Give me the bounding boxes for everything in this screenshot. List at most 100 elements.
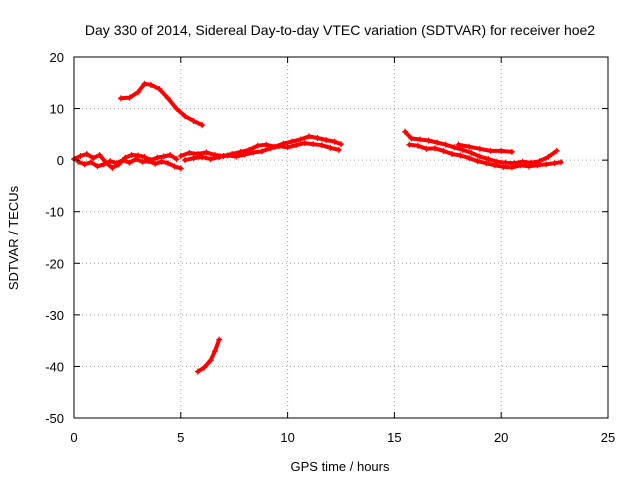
y-tick-label: -20 (45, 256, 64, 271)
data-point (545, 154, 552, 161)
data-point (476, 145, 483, 152)
grid (74, 57, 608, 418)
data-point (100, 161, 107, 168)
series-arc-5 (182, 140, 342, 164)
data-point (525, 163, 532, 170)
data-point (288, 138, 295, 145)
data-point (145, 158, 152, 165)
data-point (126, 159, 133, 166)
data-point (293, 142, 300, 149)
data-point (182, 157, 189, 164)
data-point (141, 80, 148, 87)
x-tick-label: 0 (70, 430, 77, 445)
data-point (297, 136, 304, 143)
data-point (77, 153, 84, 160)
data-point (207, 156, 214, 163)
data-point (476, 153, 483, 160)
data-point (154, 154, 161, 161)
data-point (327, 144, 334, 151)
y-tick-label: -10 (45, 205, 64, 220)
x-tick-label: 15 (387, 430, 401, 445)
data-point (147, 81, 154, 88)
data-point (474, 158, 481, 165)
data-point (331, 138, 338, 145)
data-point (96, 151, 103, 158)
data-point (158, 158, 165, 165)
data-point (406, 141, 413, 148)
data-point (107, 158, 114, 165)
data-point (417, 136, 424, 143)
data-point (254, 142, 261, 149)
data-point (177, 153, 184, 160)
data-point (258, 148, 265, 155)
data-point (211, 347, 218, 354)
data-point (186, 149, 193, 156)
series-arc-9 (455, 141, 515, 155)
data-point (502, 159, 509, 166)
data-point (451, 144, 458, 151)
data-point (459, 146, 466, 153)
data-point (141, 154, 148, 161)
data-point (491, 162, 498, 169)
x-tick-label: 25 (601, 430, 615, 445)
data-point (216, 154, 223, 161)
chart-title: Day 330 of 2014, Sidereal Day-to-day VTE… (85, 22, 595, 38)
data-point (423, 145, 430, 152)
data-point (194, 368, 201, 375)
data-point (139, 158, 146, 165)
series-band (195, 337, 222, 374)
data-point (305, 133, 312, 140)
data-point (402, 128, 409, 135)
data-point (500, 163, 507, 170)
data-point (335, 146, 342, 153)
data-point (128, 151, 135, 158)
data-point (171, 163, 178, 170)
data-point (487, 147, 494, 154)
x-axis-label: GPS time / hours (291, 459, 390, 474)
data-point (135, 152, 142, 159)
y-tick-label: 20 (50, 50, 64, 65)
data-point (199, 122, 206, 129)
data-point (81, 161, 88, 168)
data-point (173, 156, 180, 163)
data-point (164, 95, 171, 102)
data-point (216, 336, 223, 343)
data-point (508, 148, 515, 155)
series-arc-3 (117, 80, 206, 129)
data-point (310, 141, 317, 148)
data-point (466, 143, 473, 150)
data-point (323, 137, 330, 144)
data-point (94, 163, 101, 170)
series-arc-2 (75, 156, 184, 172)
data-point (113, 160, 120, 167)
data-point (534, 162, 541, 169)
y-tick-label: 10 (50, 102, 64, 117)
data-series (71, 80, 565, 375)
plot-frame (73, 56, 609, 419)
data-point (551, 160, 558, 167)
series-arc-1 (71, 150, 180, 171)
data-point (132, 156, 139, 163)
y-tick-label: -30 (45, 308, 64, 323)
data-point (558, 159, 565, 166)
data-point (338, 141, 344, 148)
data-point (466, 155, 473, 162)
data-point (152, 160, 159, 167)
data-point (301, 140, 308, 147)
data-point (190, 117, 197, 124)
data-point (414, 142, 421, 149)
data-point (449, 150, 456, 157)
data-point (190, 155, 197, 162)
series-arc-6 (194, 336, 223, 375)
data-point (455, 141, 462, 148)
x-tick-label: 10 (280, 430, 294, 445)
data-point (263, 141, 270, 148)
y-tick-label: 0 (57, 153, 64, 168)
data-point (434, 139, 441, 146)
data-point (201, 364, 208, 371)
data-point (126, 94, 133, 101)
data-point (177, 165, 184, 172)
data-point (88, 159, 95, 166)
data-point (203, 149, 210, 156)
